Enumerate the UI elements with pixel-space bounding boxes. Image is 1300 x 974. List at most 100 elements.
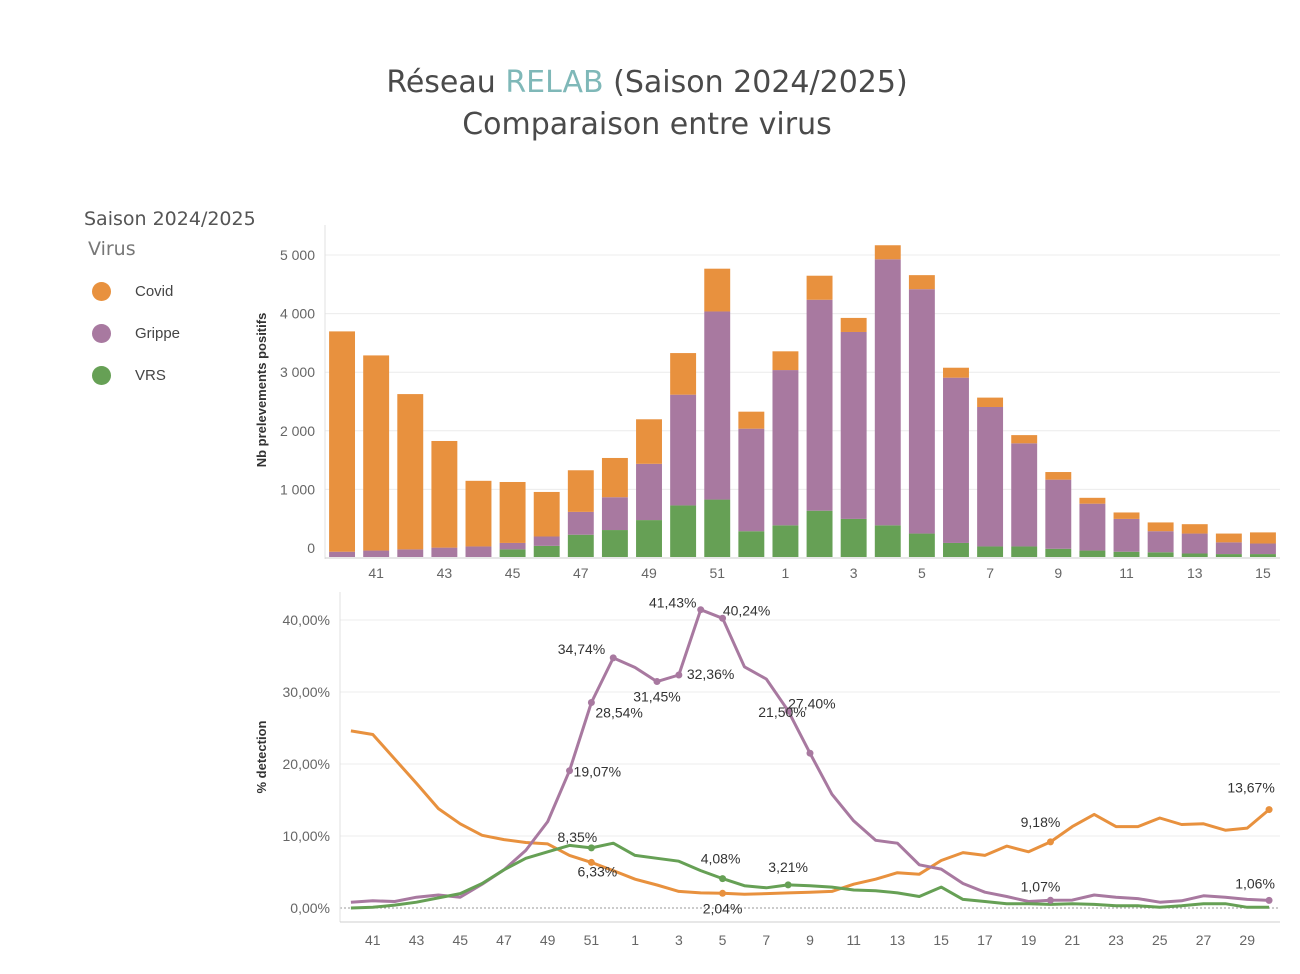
- bar-vrs: [1045, 548, 1072, 557]
- marker-covid: [719, 889, 727, 897]
- line-x-tick-label: 29: [1239, 932, 1255, 948]
- legend: Saison 2024/2025 Virus Covid Grippe VRS: [84, 208, 256, 396]
- bar-grippe: [533, 536, 560, 546]
- bar-vrs: [1079, 550, 1106, 557]
- marker-covid: [1046, 838, 1054, 846]
- bar-covid: [772, 351, 799, 371]
- marker-grippe: [587, 699, 595, 707]
- covid-color-dot: [92, 281, 111, 301]
- line-x-tick-label: 45: [452, 932, 468, 948]
- bar-y-tick-label: 0: [307, 540, 315, 556]
- bar-vrs: [738, 531, 765, 557]
- bar-vrs: [533, 545, 560, 557]
- legend-item-vrs[interactable]: VRS: [92, 354, 256, 396]
- line-y-tick-label: 0,00%: [290, 900, 330, 916]
- title-accent: RELAB: [505, 65, 604, 100]
- bar-grippe: [1011, 443, 1038, 547]
- bar-covid: [1011, 435, 1038, 444]
- bar-vrs: [874, 525, 901, 557]
- line-x-tick-label: 3: [675, 932, 683, 948]
- bar-covid: [1215, 533, 1242, 543]
- bar-vrs: [1147, 552, 1174, 557]
- line-x-tick-label: 9: [806, 932, 814, 948]
- data-label-grippe: 28,54%: [595, 705, 642, 721]
- bar-y-tick-label: 2 000: [280, 423, 315, 439]
- bar-grippe: [1181, 533, 1208, 554]
- line-x-tick-label: 49: [540, 932, 556, 948]
- bar-vrs: [636, 520, 662, 557]
- grippe-color-dot: [92, 323, 111, 343]
- line-x-tick-label: 17: [977, 932, 993, 948]
- data-label-grippe: 41,43%: [649, 595, 696, 611]
- data-label-covid: 13,67%: [1227, 780, 1274, 796]
- line-x-tick-label: 43: [409, 932, 425, 948]
- title-suffix: (Saison 2024/2025): [603, 65, 908, 100]
- bar-covid: [1113, 512, 1140, 519]
- chart-subtitle: Comparaison entre virus: [462, 107, 832, 142]
- bar-grippe: [977, 406, 1004, 547]
- bar-x-tick-label: 47: [573, 565, 589, 581]
- bar-covid: [943, 367, 969, 378]
- line-x-tick-label: 5: [719, 932, 727, 948]
- bar-grippe: [806, 299, 833, 511]
- line-x-tick-label: 21: [1065, 932, 1081, 948]
- marker-vrs: [784, 881, 792, 889]
- bar-grippe: [1215, 542, 1242, 555]
- bar-grippe: [499, 542, 526, 550]
- bar-covid: [363, 355, 390, 551]
- bar-grippe: [772, 370, 799, 526]
- bar-grippe: [329, 551, 356, 557]
- bar-covid: [874, 245, 901, 260]
- legend-item-covid[interactable]: Covid: [92, 270, 256, 312]
- marker-grippe: [784, 707, 792, 715]
- line-x-tick-label: 47: [496, 932, 512, 948]
- line-x-tick-label: 51: [584, 932, 600, 948]
- bar-covid: [636, 419, 662, 464]
- bar-covid: [1045, 472, 1072, 480]
- bar-covid: [1249, 532, 1276, 544]
- bar-covid: [806, 275, 833, 300]
- bar-x-tick-label: 49: [641, 565, 657, 581]
- data-label-covid: 2,04%: [703, 900, 743, 916]
- marker-covid: [1265, 806, 1273, 814]
- bar-covid: [977, 397, 1004, 407]
- line-x-tick-label: 23: [1108, 932, 1124, 948]
- legend-label-grippe: Grippe: [135, 324, 181, 342]
- bar-covid: [1181, 524, 1208, 534]
- bar-x-tick-label: 7: [986, 565, 994, 581]
- bar-vrs: [1113, 551, 1140, 557]
- bar-x-tick-label: 3: [850, 565, 858, 581]
- bar-grippe: [601, 497, 628, 531]
- line-x-tick-label: 19: [1021, 932, 1037, 948]
- bar-covid: [840, 317, 867, 332]
- bar-x-tick-label: 13: [1187, 565, 1203, 581]
- line-y-tick-label: 30,00%: [283, 684, 330, 700]
- legend-item-grippe[interactable]: Grippe: [92, 312, 256, 354]
- bar-x-tick-label: 45: [505, 565, 521, 581]
- bar-grippe: [874, 259, 901, 526]
- bar-grippe: [1079, 503, 1106, 551]
- bar-vrs: [1215, 554, 1242, 557]
- bar-grippe: [1113, 518, 1140, 552]
- bar-vrs: [567, 534, 594, 557]
- line-x-tick-label: 13: [890, 932, 906, 948]
- bar-covid: [1147, 522, 1174, 532]
- line-y-axis-title: % detection: [254, 720, 269, 793]
- bar-covid: [567, 470, 594, 512]
- bar-grippe: [1147, 531, 1174, 553]
- data-label-grippe: 31,45%: [633, 689, 680, 705]
- vrs-color-dot: [92, 365, 111, 385]
- line-x-tick-label: 27: [1196, 932, 1212, 948]
- line-y-tick-label: 40,00%: [283, 612, 330, 628]
- bar-grippe: [1249, 543, 1276, 555]
- data-label-grippe: 21,50%: [758, 704, 805, 720]
- bar-y-tick-label: 1 000: [280, 481, 315, 497]
- data-label-covid: 6,33%: [578, 863, 618, 879]
- bar-grippe: [670, 394, 697, 506]
- series-line-covid: [350, 729, 1271, 896]
- bar-vrs: [670, 505, 697, 557]
- data-label-vrs: 3,21%: [768, 859, 808, 875]
- bar-x-tick-label: 11: [1119, 565, 1134, 581]
- bar-vrs: [601, 530, 628, 557]
- data-label-grippe: 40,24%: [723, 602, 770, 618]
